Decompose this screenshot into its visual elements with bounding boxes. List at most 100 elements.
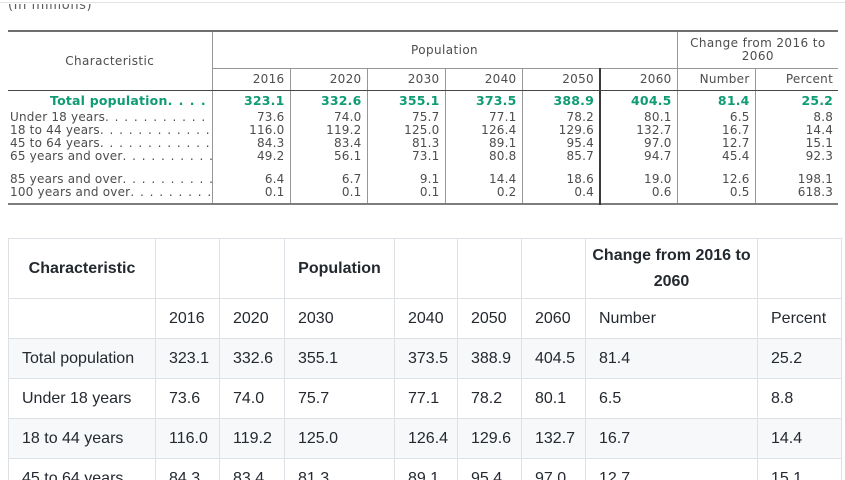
cell: 15.1	[757, 458, 842, 480]
cell: 94.7	[600, 150, 678, 163]
rec-row-label: Total population	[8, 338, 156, 379]
cell: 89.1	[445, 137, 523, 150]
spacer-row	[8, 163, 838, 173]
cell: 618.3	[797, 186, 834, 199]
units-note-text: (In millions)	[8, 4, 93, 13]
cell: 0.2	[445, 186, 523, 199]
src-header-population: Population	[212, 31, 678, 69]
cell: 81.4	[585, 338, 758, 379]
cell: 404.5	[600, 90, 678, 111]
cell: 14.4	[757, 418, 842, 459]
cell: 77.1	[394, 378, 458, 419]
table-row: Total population 323.1 332.6 355.1 373.5…	[8, 338, 842, 379]
cell: 323.1	[212, 90, 291, 111]
cell: 0.6	[600, 186, 678, 199]
leader-dots	[122, 173, 211, 186]
cell: 0.1	[290, 186, 368, 199]
cell: 0.1	[212, 186, 291, 199]
cell: 95.4	[457, 458, 522, 480]
table-row: 18 to 44 years 116.0 119.2 125.0 126.4 1…	[8, 124, 838, 137]
cell: 75.7	[284, 378, 395, 419]
leader-dots	[168, 94, 211, 107]
table-row: Total population 323.1 332.6 355.1 373.5…	[8, 90, 838, 111]
rec-subheader-percent: Percent	[757, 298, 842, 339]
src-row-label: Under 18 years	[10, 111, 106, 124]
cell: 12.7	[677, 137, 756, 150]
recreated-table: Characteristic Population Change from 20…	[8, 238, 842, 480]
cell: 125.0	[367, 124, 446, 137]
cell: 129.6	[457, 418, 522, 459]
rec-row-label: 18 to 44 years	[8, 418, 156, 459]
rec-header-empty	[394, 238, 458, 299]
cell: 80.8	[445, 150, 523, 163]
cell: 89.1	[394, 458, 458, 480]
rec-header-empty	[521, 238, 586, 299]
leader-dots	[122, 150, 211, 163]
cell: 198.1	[797, 173, 834, 186]
table-row: 45 to 64 years 84.3 83.4 81.3 89.1 95.4 …	[8, 458, 842, 480]
src-row-label: Total population	[50, 93, 168, 109]
src-header-percent: Percent	[755, 68, 839, 91]
rec-subheader-2020: 2020	[219, 298, 285, 339]
table-row: 85 years and over 6.4 6.7 9.1 14.4 18.6 …	[8, 173, 838, 186]
cell: 81.4	[677, 90, 756, 111]
cell: 12.7	[585, 458, 758, 480]
cell: 119.2	[290, 124, 368, 137]
src-header-change: Change from 2016 to 2060	[677, 31, 839, 69]
cell: 373.5	[445, 90, 523, 111]
rec-subheader-number: Number	[585, 298, 758, 339]
src-row-label: 45 to 64 years	[10, 137, 100, 150]
source-table: Characteristic Population Change from 20…	[8, 30, 839, 205]
cell: 75.7	[367, 111, 446, 124]
src-header-year-2016: 2016	[212, 68, 291, 91]
cell: 323.1	[155, 338, 220, 379]
cell: 125.0	[284, 418, 395, 459]
rec-subheader-2050: 2050	[457, 298, 522, 339]
cell: 80.1	[600, 111, 678, 124]
cell: 16.7	[585, 418, 758, 459]
table-row: Under 18 years 73.6 74.0 75.7 77.1 78.2 …	[8, 111, 838, 124]
cell: 78.2	[457, 378, 522, 419]
cell: 0.5	[677, 186, 756, 199]
rec-header-empty	[219, 238, 285, 299]
cell: 74.0	[290, 111, 368, 124]
cell: 355.1	[284, 338, 395, 379]
table-row: 18 to 44 years 116.0 119.2 125.0 126.4 1…	[8, 418, 842, 459]
cell: 132.7	[600, 124, 678, 137]
cell: 6.5	[585, 378, 758, 419]
cell: 77.1	[445, 111, 523, 124]
cell: 6.7	[290, 173, 368, 186]
cell: 81.3	[284, 458, 395, 480]
cell: 85.7	[522, 150, 601, 163]
cell: 132.7	[521, 418, 586, 459]
cell: 116.0	[155, 418, 220, 459]
cell: 25.2	[801, 93, 834, 109]
rec-subheader-2040: 2040	[394, 298, 458, 339]
cell: 126.4	[394, 418, 458, 459]
src-row-label: 18 to 44 years	[10, 124, 100, 137]
cell: 12.6	[677, 173, 756, 186]
cell: 6.4	[212, 173, 291, 186]
cell: 14.4	[805, 124, 834, 137]
src-header-year-2050: 2050	[522, 68, 601, 91]
src-header-year-2060: 2060	[600, 68, 678, 91]
cell: 8.8	[757, 378, 842, 419]
rec-header-empty	[757, 238, 842, 299]
cell: 14.4	[445, 173, 523, 186]
cell: 92.3	[805, 150, 834, 163]
cell: 0.1	[367, 186, 446, 199]
cell: 73.6	[155, 378, 220, 419]
rec-subheader-2030: 2030	[284, 298, 395, 339]
src-header-year-2040: 2040	[445, 68, 523, 91]
cell: 74.0	[219, 378, 285, 419]
units-note-clipped: (In millions)	[8, 4, 92, 14]
top-divider-line	[0, 2, 845, 3]
cell: 49.2	[212, 150, 291, 163]
cell: 355.1	[367, 90, 446, 111]
rec-header-change: Change from 2016 to 2060	[585, 238, 758, 299]
cell: 388.9	[522, 90, 601, 111]
cell: 373.5	[394, 338, 458, 379]
cell: 97.0	[600, 137, 678, 150]
cell: 116.0	[212, 124, 291, 137]
leader-dots	[100, 124, 211, 137]
